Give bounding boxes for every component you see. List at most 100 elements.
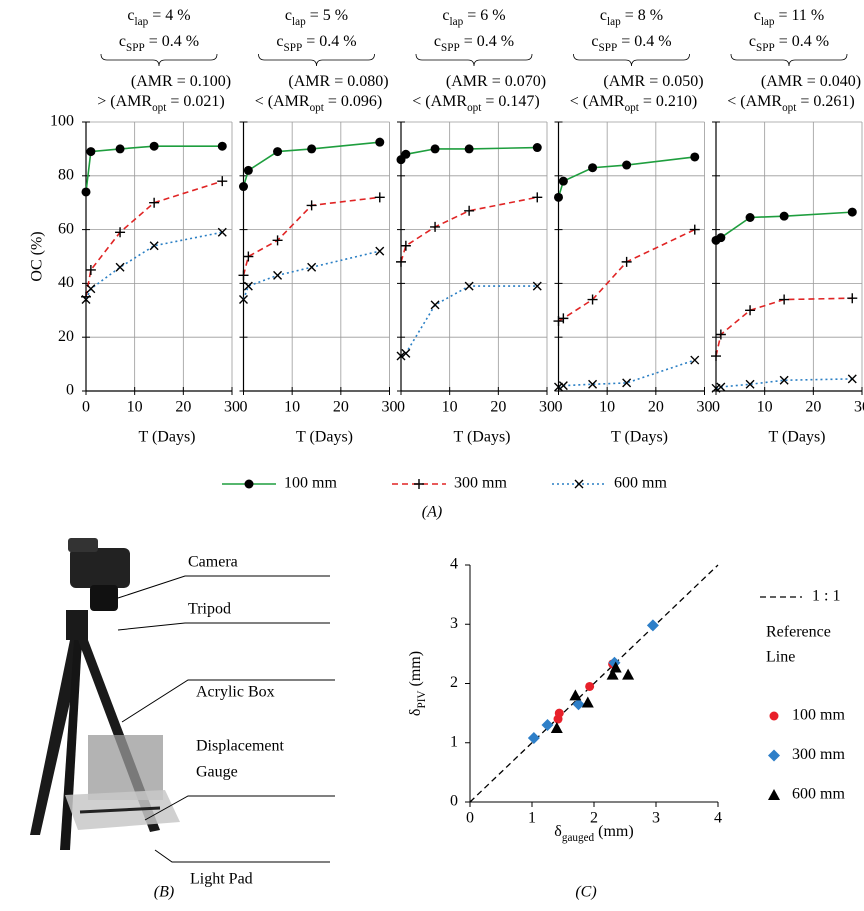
panel-label: (A) [422, 504, 442, 521]
marker [716, 382, 726, 392]
brace [573, 53, 690, 67]
text-part: = 0.096) [324, 93, 382, 110]
x-axis-label: δgauged (mm) [554, 823, 633, 844]
camera-lens [90, 585, 118, 611]
x-tick-label: 0 [466, 810, 474, 827]
x-tick-label: 10 [284, 399, 300, 416]
text-part: c [285, 7, 292, 24]
text-part: lap [607, 16, 621, 28]
marker [779, 211, 789, 221]
y-tick-label: 80 [58, 166, 74, 183]
marker [541, 718, 554, 731]
marker [243, 251, 254, 262]
text-part: (AMR = 0.040) [761, 73, 861, 90]
marker [217, 176, 228, 187]
x-tick-label: 10 [757, 399, 773, 416]
text-part: gauged [562, 832, 595, 844]
legend-swatch [414, 479, 424, 489]
text-part: lap [761, 16, 775, 28]
marker [273, 147, 283, 157]
text-part: (AMR = 0.100) [131, 73, 231, 90]
gauge [79, 806, 161, 814]
y-tick-label: 3 [450, 615, 458, 632]
text-part: c [442, 7, 449, 24]
x-tick-label: 3 [652, 810, 660, 827]
marker [622, 160, 632, 170]
legend-swatch [769, 711, 779, 721]
marker [115, 262, 125, 272]
legend-swatch [244, 479, 254, 489]
text-part: c [749, 33, 756, 50]
text-part: = 0.261) [796, 93, 854, 110]
y-tick-label: 60 [58, 220, 74, 237]
brace [415, 53, 533, 67]
photo-label: Camera [188, 554, 238, 571]
text-part: lap [292, 16, 306, 28]
text-part: < (AMR [570, 93, 625, 110]
brace [258, 53, 375, 67]
photo-callouts [117, 575, 335, 863]
text-part: SPP [126, 42, 145, 54]
marker [430, 300, 440, 310]
photo-label: Displacement [196, 738, 285, 755]
amr-label: (AMR = 0.100) [131, 73, 231, 90]
amr-opt-label: < (AMRopt = 0.261) [727, 93, 854, 114]
marker [558, 313, 569, 324]
y-axis-label: OC (%) [29, 231, 46, 281]
x-tick-label: 0 [555, 399, 563, 416]
text-part: opt [310, 102, 325, 114]
marker [588, 163, 598, 173]
marker [149, 241, 159, 251]
marker [554, 192, 563, 202]
x-tick-label: 10 [127, 399, 143, 416]
text-part: c [754, 7, 761, 24]
text-part: opt [782, 102, 797, 114]
text-part: SPP [284, 42, 303, 54]
amr-label: (AMR = 0.050) [603, 73, 703, 90]
text-part: PIV [416, 690, 428, 708]
tripod-leg [30, 640, 84, 835]
x-tick-label: 20 [648, 399, 664, 416]
text-part: opt [467, 102, 482, 114]
legend-label: 1 : 1 [812, 588, 840, 605]
text-part: (AMR = 0.070) [446, 73, 546, 90]
series-line [242, 250, 380, 300]
text-part: SPP [599, 42, 618, 54]
marker [430, 221, 441, 232]
marker [550, 721, 563, 733]
legend-label: 100 mm [284, 475, 337, 492]
marker [588, 379, 598, 389]
y-axis-label: δPIV (mm) [407, 651, 428, 716]
amr-opt-label: < (AMRopt = 0.210) [570, 93, 697, 114]
text-part: δ [407, 709, 424, 717]
marker [396, 351, 406, 361]
callout-line [121, 679, 335, 723]
marker [558, 176, 568, 186]
text-part: = 0.021) [166, 93, 224, 110]
amr-opt-label: < (AMRopt = 0.096) [255, 93, 382, 114]
marker [464, 144, 474, 154]
text-part: = 0.4 % [775, 33, 829, 50]
marker [609, 661, 622, 673]
marker [745, 305, 756, 316]
marker [396, 256, 406, 267]
marker [622, 668, 635, 680]
marker [779, 375, 789, 385]
x-axis-label: T (Days) [138, 429, 195, 446]
amr-label: (AMR = 0.070) [446, 73, 546, 90]
y-tick-label: 2 [450, 674, 458, 691]
marker [217, 141, 227, 151]
text-part: = 0.147) [481, 93, 539, 110]
y-tick-label: 0 [66, 382, 74, 399]
marker [532, 192, 543, 203]
marker [527, 732, 540, 745]
series-line [715, 378, 853, 390]
text-part: > (AMR [97, 93, 152, 110]
marker [569, 689, 582, 701]
text-part: = 5 % [306, 7, 348, 24]
photo-label: Gauge [196, 764, 238, 781]
photo-label: Light Pad [190, 871, 253, 888]
subplot-title: cSPP = 0.4 % [276, 33, 356, 54]
marker [307, 144, 317, 154]
